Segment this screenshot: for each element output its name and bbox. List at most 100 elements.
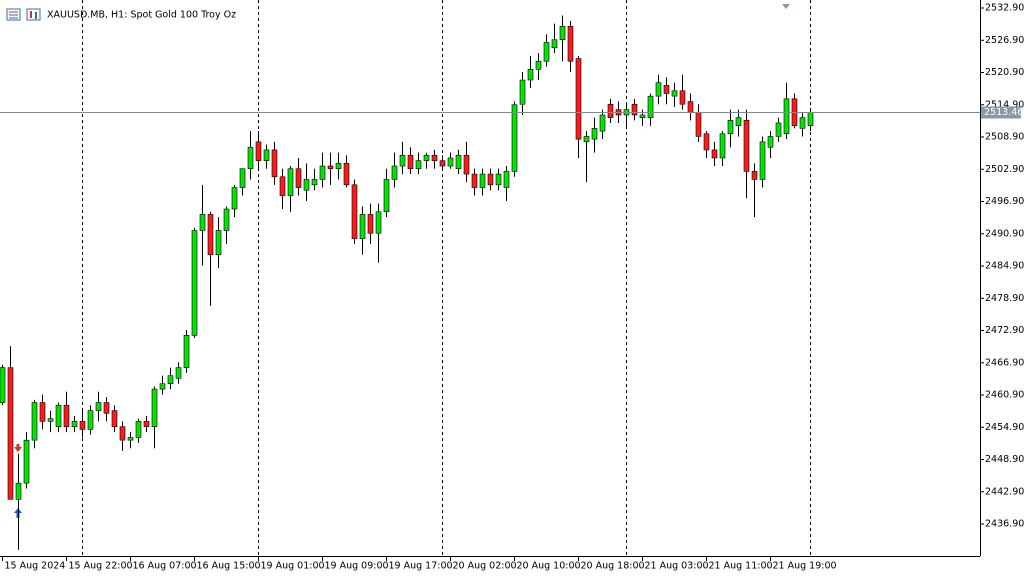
y-tick-label: 2526.90 bbox=[985, 35, 1024, 46]
candle-body bbox=[63, 404, 70, 428]
candle-body bbox=[23, 439, 30, 484]
chart-title: XAUUSD.MB, H1: Spot Gold 100 Troy Oz bbox=[47, 10, 236, 21]
y-tick-label: 2472.90 bbox=[985, 325, 1024, 336]
candle-body bbox=[471, 173, 478, 188]
day-separators bbox=[82, 0, 811, 556]
candle-body bbox=[383, 179, 390, 213]
candle-body bbox=[807, 112, 814, 127]
candle-body bbox=[367, 214, 374, 234]
candle-body bbox=[607, 103, 614, 118]
y-tick-label: 2496.90 bbox=[985, 196, 1024, 207]
candle-body bbox=[567, 25, 574, 62]
y-tick-label: 2514.90 bbox=[985, 99, 1024, 110]
candle-body bbox=[207, 214, 214, 256]
candle-body bbox=[47, 418, 54, 422]
candle-body bbox=[239, 168, 246, 188]
candle-body bbox=[399, 154, 406, 167]
candle-body bbox=[199, 214, 206, 231]
candle-body bbox=[695, 111, 702, 137]
y-tick-label: 2478.90 bbox=[985, 293, 1024, 304]
y-tick-label: 2460.90 bbox=[985, 390, 1024, 401]
candle-body bbox=[215, 230, 222, 256]
x-tick-label: 20 Aug 10:00 bbox=[517, 561, 581, 572]
candle-body bbox=[271, 149, 278, 178]
candle-body bbox=[407, 154, 414, 170]
candle-body bbox=[711, 149, 718, 159]
candle-body bbox=[191, 230, 198, 336]
candle-body bbox=[375, 211, 382, 234]
candle-body bbox=[327, 165, 334, 170]
candle-body bbox=[423, 154, 430, 161]
candle-body bbox=[631, 103, 638, 116]
candle-body bbox=[591, 128, 598, 140]
candle-body bbox=[439, 160, 446, 167]
candle-body bbox=[143, 421, 150, 428]
candle-body bbox=[479, 173, 486, 188]
x-tick-label: 19 Aug 17:00 bbox=[389, 561, 453, 572]
candle-body bbox=[455, 154, 462, 170]
candle-body bbox=[135, 421, 142, 438]
x-tick-label: 19 Aug 01:00 bbox=[261, 561, 325, 572]
x-tick-label: 16 Aug 07:00 bbox=[133, 561, 197, 572]
x-tick-label: 20 Aug 02:00 bbox=[453, 561, 517, 572]
candle-body bbox=[335, 163, 342, 170]
candle-body bbox=[463, 154, 470, 175]
candle-body bbox=[231, 187, 238, 210]
candle-body bbox=[167, 375, 174, 385]
candle-body bbox=[639, 114, 646, 118]
x-tick-label: 20 Aug 18:00 bbox=[581, 561, 645, 572]
candle-body bbox=[663, 85, 670, 94]
candle-body bbox=[559, 25, 566, 41]
marker-triangle bbox=[782, 4, 790, 9]
candle-body bbox=[79, 421, 86, 430]
candle-body bbox=[415, 160, 422, 170]
x-tick-label: 19 Aug 09:00 bbox=[325, 561, 389, 572]
candle-body bbox=[55, 404, 62, 428]
candle-body bbox=[799, 117, 806, 129]
candle-body bbox=[511, 104, 518, 172]
y-tick-label: 2448.90 bbox=[985, 454, 1024, 465]
candle-body bbox=[647, 95, 654, 118]
candle-body bbox=[359, 214, 366, 239]
candle-body bbox=[735, 117, 742, 127]
candle-body bbox=[111, 410, 118, 428]
candle-body bbox=[343, 163, 350, 186]
y-tick-label: 2490.90 bbox=[985, 228, 1024, 239]
candle-body bbox=[703, 133, 710, 151]
candle-body bbox=[535, 60, 542, 70]
candle-body bbox=[775, 122, 782, 137]
candle-body bbox=[295, 168, 302, 188]
trade-arrow bbox=[14, 444, 22, 452]
x-tick-label: 21 Aug 19:00 bbox=[773, 561, 837, 572]
y-tick-label: 2466.90 bbox=[985, 357, 1024, 368]
candle-body bbox=[495, 173, 502, 186]
candle-body bbox=[279, 176, 286, 196]
y-tick-label: 2484.90 bbox=[985, 261, 1024, 272]
candle-body bbox=[303, 179, 310, 191]
candle-body bbox=[319, 165, 326, 180]
x-tick-label: 15 Aug 2024 bbox=[5, 561, 66, 572]
candle-body bbox=[687, 101, 694, 113]
candle-body bbox=[71, 421, 78, 428]
candle-body bbox=[247, 146, 254, 170]
candle-body bbox=[447, 157, 454, 167]
candle-body bbox=[31, 402, 38, 441]
candle-body bbox=[0, 367, 6, 403]
candle-body bbox=[87, 410, 94, 430]
candle-body bbox=[103, 402, 110, 414]
candle-body bbox=[159, 383, 166, 390]
candle-body bbox=[783, 98, 790, 135]
x-tick-label: 21 Aug 11:00 bbox=[709, 561, 773, 572]
candle-body bbox=[767, 136, 774, 148]
x-tick-label: 15 Aug 22:00 bbox=[69, 561, 133, 572]
candle-body bbox=[583, 136, 590, 143]
y-tick-label: 2532.90 bbox=[985, 3, 1024, 14]
candle-body bbox=[39, 402, 46, 422]
x-tick-label: 16 Aug 15:00 bbox=[197, 561, 261, 572]
x-tick-label: 21 Aug 03:00 bbox=[645, 561, 709, 572]
symbol-icons bbox=[6, 8, 41, 21]
candle-body bbox=[175, 367, 182, 379]
candle-body bbox=[95, 402, 102, 411]
candle-body bbox=[551, 39, 558, 49]
